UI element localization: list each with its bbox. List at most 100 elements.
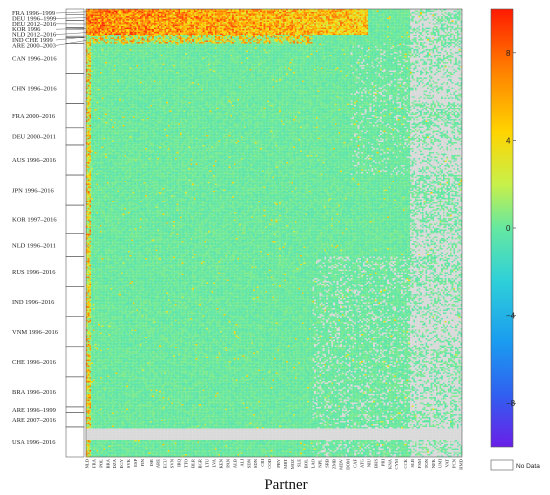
row-group-bracket <box>65 204 85 234</box>
column-tick-label: PRI <box>380 459 385 467</box>
row-group-bracket <box>65 256 85 287</box>
column-tick-label: HMD <box>459 458 464 469</box>
row-group-label: IND CHE 1999 <box>12 37 53 44</box>
column-tick-label: UMI <box>438 459 443 468</box>
row-group-label: FRA 1996–1999 <box>12 10 55 17</box>
column-tick-label: ALB <box>232 459 237 468</box>
column-tick-label: LVA <box>211 458 216 467</box>
heatmap-cells <box>86 9 462 457</box>
column-tick-label: MDV <box>339 458 344 469</box>
heatmap-gridlines <box>86 9 462 457</box>
column-tick-label: LAO <box>311 458 316 468</box>
column-tick-label: KEN <box>218 458 223 468</box>
column-tick-label: NFK <box>431 458 436 468</box>
row-group-label: CAN 1996–2016 <box>12 56 57 63</box>
column-tick-label: SRB <box>325 459 330 468</box>
column-tick-label: SDN <box>246 458 251 468</box>
row-group-label: DEU 1996–1999 <box>12 15 56 22</box>
column-tick-label: PAN <box>225 458 230 467</box>
row-group-bracket <box>65 127 85 146</box>
row-group-bracket <box>65 412 85 428</box>
column-tick-label: ATG <box>359 458 364 468</box>
column-tick-label: CYM <box>394 459 399 469</box>
row-group-label: NLD 1996–2011 <box>12 242 56 249</box>
column-tick-label: CCK <box>403 458 408 468</box>
column-tick-label: FRA <box>91 458 96 468</box>
colorbar: 8 4 0 −4 −8 No Data <box>490 8 540 471</box>
row-label-leader <box>55 40 87 46</box>
no-data-swatch <box>490 459 514 471</box>
column-tick-label: NIU <box>366 458 371 467</box>
row-group-label: ARE 2007–2016 <box>12 417 57 424</box>
row-group-label: VNM 1996–2016 <box>12 329 59 336</box>
column-tick-label: FSM <box>417 459 422 468</box>
row-group-bracket <box>65 233 85 257</box>
column-tick-label: MOZ <box>290 459 295 469</box>
column-tick-label: ARE <box>156 459 161 468</box>
column-tick-label: CRI <box>260 459 265 467</box>
row-group-bracket <box>65 144 85 176</box>
row-group-label: JPN 1996–2016 <box>12 187 54 194</box>
column-tick-label: ZMB <box>332 459 337 469</box>
column-tick-label: KNA <box>387 458 392 469</box>
colorbar-ticks: 8 4 0 −4 −8 <box>506 49 516 408</box>
x-axis-title: Partner <box>264 477 307 493</box>
colorbar-tick-label: −8 <box>506 399 516 408</box>
column-tick-label: FIN <box>140 458 145 466</box>
row-group-label: ARE 2000–2003 <box>12 42 56 49</box>
row-group-bracket <box>65 174 85 206</box>
heatmap-cell-image <box>86 9 462 457</box>
row-group-label: DEU 2012–2016 <box>12 21 57 28</box>
colorbar-tick-label: 0 <box>506 224 511 233</box>
row-group-label: BRA 1996–2016 <box>12 389 57 396</box>
row-group-bracket <box>65 346 85 378</box>
row-group-bracket <box>65 28 85 37</box>
row-label-leader <box>55 28 87 30</box>
colorbar-tick-label: 4 <box>506 136 511 145</box>
row-group-label: NLD 2012–2016 <box>12 32 57 39</box>
row-group-label: RUS 1996–2016 <box>12 269 56 276</box>
column-tick-label: BGR <box>198 458 203 468</box>
gridline-path <box>86 9 462 457</box>
column-tick-label: VAT <box>445 459 450 468</box>
column-tick-label: BRA <box>105 458 110 468</box>
column-tick-label: MRT <box>283 459 288 469</box>
column-tick-label: NLD <box>84 458 89 468</box>
column-tick-label: DZA <box>112 458 117 468</box>
column-tick-label: CAF <box>352 459 357 468</box>
row-label-leader <box>55 17 87 19</box>
row-group-bracket <box>65 406 85 413</box>
row-group-bracket <box>65 316 85 348</box>
row-group-label: ARE 1996–1999 <box>12 407 56 414</box>
column-tick-label: ALI <box>239 459 244 467</box>
column-tick-label: NPL <box>318 459 323 468</box>
row-group-label: CHE 1996–2016 <box>12 359 57 366</box>
no-data-label: No Data <box>516 463 540 470</box>
column-tick-label: BOL <box>304 459 309 468</box>
column-tick-label: BHS <box>373 459 378 468</box>
column-labels: NLD FRA POL BRA DZA EGY SVK ESP FIN ISR ARE ECU SVN I… <box>84 458 463 470</box>
column-tick-label: SLE <box>297 459 302 467</box>
column-tick-label: TON <box>424 458 429 468</box>
column-tick-label: SDN <box>253 458 258 468</box>
colorbar-tick-label: 8 <box>506 49 511 58</box>
row-group-bracket <box>65 426 85 458</box>
column-tick-label: DOM <box>345 459 350 470</box>
column-tick-label: POL <box>98 459 103 468</box>
row-group-label: USA 1996–2016 <box>12 439 56 446</box>
column-tick-label: COD <box>267 458 272 468</box>
column-tick-label: IRQ <box>177 458 182 467</box>
column-tick-label: BLR <box>191 458 196 468</box>
row-group-label: AUS 1996–2016 <box>12 157 57 164</box>
row-group-label: FRA 2000–2016 <box>12 113 56 120</box>
column-tick-label: SVN <box>170 458 175 468</box>
plot-frame <box>85 8 463 458</box>
column-tick-label: TTO <box>184 458 189 468</box>
column-tick-label: ECU <box>163 458 168 468</box>
colorbar-tick-label: −4 <box>506 312 516 321</box>
row-group-bracket <box>65 37 85 44</box>
row-group-bracket <box>65 286 85 317</box>
row-group-label: CHN 1996–2016 <box>12 86 57 93</box>
